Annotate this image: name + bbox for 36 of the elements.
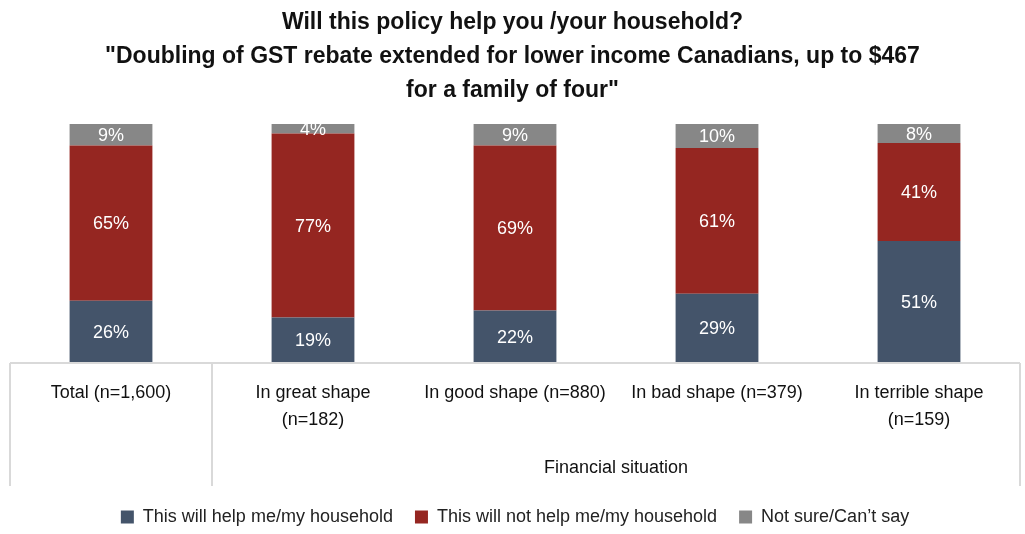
bar bbox=[473, 124, 557, 146]
data-label: 77% bbox=[294, 215, 332, 236]
chart-title: Will this policy help you /your household? bbox=[280, 7, 745, 36]
bar bbox=[69, 124, 153, 146]
legend-label: Not sure/Can’t say bbox=[761, 505, 910, 526]
legend-label: This will help me/my household bbox=[142, 505, 393, 526]
data-label: 69% bbox=[496, 217, 534, 238]
bar bbox=[877, 241, 961, 363]
chart-subtitle: "Doubling of GST rebate extended for lower income Canadians, up to $467 for a family of four" bbox=[104, 41, 921, 104]
data-label: 51% bbox=[900, 292, 938, 313]
data-label: 9% bbox=[97, 124, 125, 145]
bar bbox=[69, 300, 153, 363]
data-label: 19% bbox=[294, 330, 332, 351]
text: Financial situation bbox=[543, 456, 689, 477]
bar bbox=[271, 133, 355, 318]
x-tick-label: In good shape (n=880) bbox=[424, 381, 606, 402]
bar bbox=[473, 310, 557, 363]
x-tick-label: In great shape (n=182) bbox=[255, 381, 371, 429]
data-label: 10% bbox=[698, 125, 736, 146]
data-label: 26% bbox=[92, 321, 130, 342]
data-label: 41% bbox=[900, 182, 938, 203]
x-tick-label: Total (n=1,600) bbox=[50, 381, 172, 402]
bar bbox=[675, 293, 759, 363]
data-label: 61% bbox=[698, 210, 736, 231]
bar bbox=[473, 145, 557, 311]
bar bbox=[877, 143, 961, 242]
data-label: 65% bbox=[92, 213, 130, 234]
legend-label: This will not help me/my household bbox=[436, 505, 718, 526]
x-tick-label: In terrible shape (n=159) bbox=[854, 381, 984, 429]
data-label: 8% bbox=[905, 123, 933, 144]
data-label: 9% bbox=[501, 124, 529, 145]
data-label: 29% bbox=[698, 318, 736, 339]
x-tick-label: In bad shape (n=379) bbox=[631, 381, 803, 402]
bar bbox=[69, 145, 153, 301]
data-label: 22% bbox=[496, 326, 534, 347]
bar bbox=[675, 147, 759, 294]
